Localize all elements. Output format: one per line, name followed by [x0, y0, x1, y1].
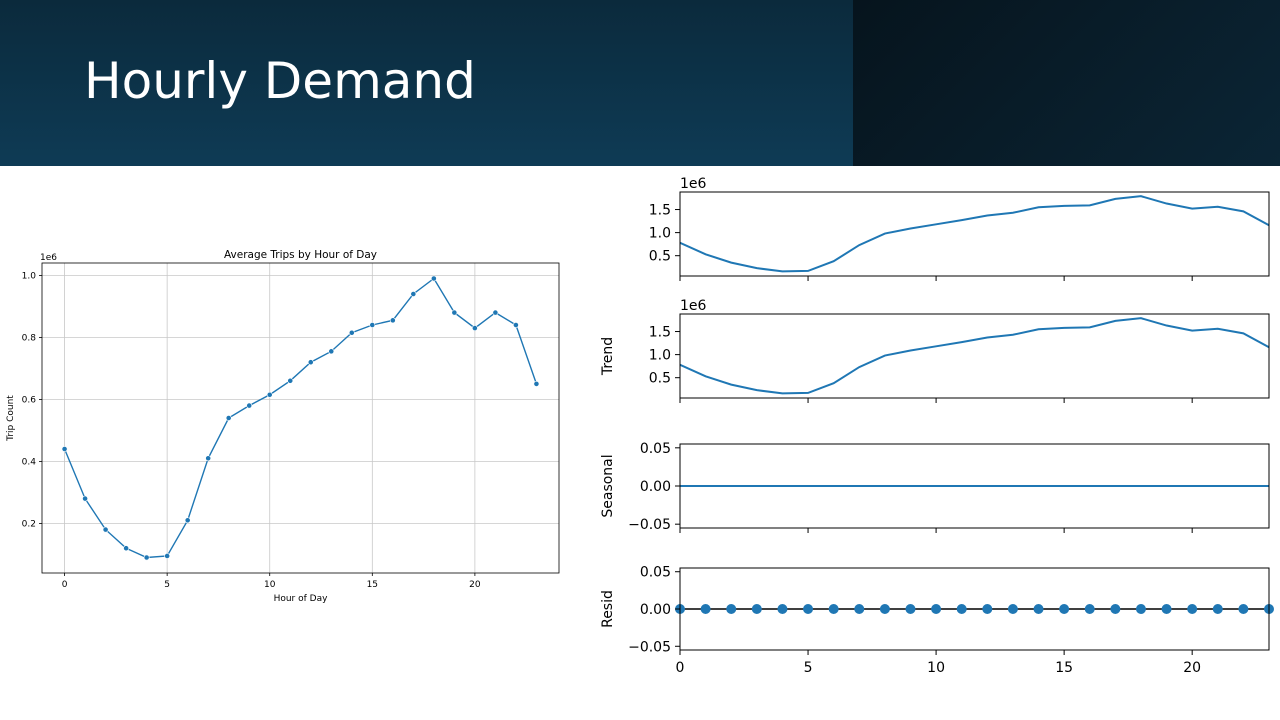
resid-point — [828, 604, 839, 614]
trend-panel: 0.5 1.0 1.5 1e6 Trend — [600, 298, 1270, 403]
resid-point — [751, 604, 762, 614]
trip-count-line — [63, 277, 538, 559]
x-tick-label: 0 — [62, 580, 68, 590]
resid-point — [803, 604, 814, 614]
resid-point — [777, 604, 788, 614]
resid-point — [726, 604, 737, 614]
trip-count-point — [266, 391, 273, 398]
trip-count-point — [225, 415, 232, 421]
trip-count-point — [61, 446, 68, 452]
y-tick-label: 0.4 — [22, 457, 37, 467]
y-tick-label: 0.00 — [640, 602, 671, 618]
y-tick-label: 1.5 — [649, 203, 671, 219]
x-tick-label: 10 — [264, 580, 276, 590]
trip-count-point — [451, 309, 458, 316]
trip-count-point — [471, 325, 478, 331]
y-tick-label: −0.05 — [628, 639, 671, 655]
y-axis-label: Resid — [600, 590, 616, 628]
x-tick-label: 0 — [676, 660, 685, 676]
resid-point — [956, 604, 967, 614]
resid-point — [982, 604, 993, 614]
y-tick-label: 0.05 — [640, 441, 671, 457]
trip-count-point — [533, 380, 540, 387]
x-tick-label: 5 — [164, 580, 170, 590]
y-tick-label: 0.5 — [649, 371, 671, 387]
resid-point — [1187, 604, 1198, 614]
x-tick-label: 15 — [367, 580, 378, 590]
resid-point — [1033, 604, 1044, 614]
trip-count-point — [430, 275, 437, 282]
axes-frame — [679, 313, 1270, 399]
resid-point — [854, 604, 865, 614]
resid-point — [1007, 604, 1018, 614]
y-axis-label: Trend — [600, 337, 616, 376]
trip-count-point — [369, 322, 376, 328]
y-tick-label: 1.5 — [649, 325, 671, 341]
y-tick-label: 0.8 — [22, 333, 37, 343]
series-line — [680, 195, 1270, 273]
y-offset-label: 1e6 — [40, 253, 57, 263]
series-line — [680, 317, 1270, 395]
resid-point — [1084, 604, 1095, 614]
y-tick-label: 1.0 — [22, 271, 37, 281]
slide-title: Hourly Demand — [84, 52, 476, 110]
trip-count-point — [102, 526, 109, 533]
y-axis-label: Trip Count — [6, 395, 16, 442]
resid-point — [1212, 604, 1223, 614]
resid-point — [879, 604, 890, 614]
trip-count-point — [246, 402, 253, 409]
y-tick-label: 1.0 — [649, 226, 671, 242]
x-tick-label: 10 — [927, 660, 945, 676]
x-tick-label: 5 — [804, 660, 813, 676]
trip-count-point — [82, 495, 88, 502]
trip-count-point — [410, 291, 417, 297]
average-trips-chart: 0 5 10 15 20 0.2 0.4 0.6 0.8 1.0 Average Trips by … — [6, 249, 560, 604]
trip-count-point — [164, 553, 171, 559]
seasonal-panel: −0.05 0.00 0.05 Seasonal — [600, 441, 1270, 533]
y-tick-label: −0.05 — [628, 517, 671, 533]
resid-point — [1161, 604, 1172, 614]
resid-point — [700, 604, 711, 614]
x-axis-label: Hour of Day — [274, 594, 329, 604]
trip-count-point — [184, 517, 191, 524]
trip-count-point — [307, 359, 314, 366]
axes-frame — [41, 262, 560, 574]
resid-point — [931, 604, 942, 614]
chart-title: Average Trips by Hour of Day — [224, 249, 377, 261]
trip-count-point — [513, 322, 519, 328]
y-tick-label: 1.0 — [649, 348, 671, 364]
y-tick-label: 0.5 — [649, 249, 671, 265]
resid-point — [1059, 604, 1070, 614]
y-offset-label: 1e6 — [680, 298, 707, 314]
x-tick-label: 15 — [1055, 660, 1073, 676]
y-tick-label: 0.2 — [22, 519, 36, 529]
y-tick-label: 0.6 — [22, 395, 37, 405]
y-offset-label: 1e6 — [680, 176, 707, 192]
resid-point — [905, 604, 916, 614]
trip-count-point — [123, 545, 130, 552]
trip-count-point — [328, 348, 335, 355]
trip-count-point — [205, 455, 212, 462]
trip-count-point — [143, 554, 150, 561]
header-dark-panel — [853, 0, 1280, 166]
trip-count-point — [492, 309, 499, 316]
resid-point — [1135, 604, 1146, 614]
x-tick-label: 20 — [1183, 660, 1201, 676]
resid-point — [1110, 604, 1121, 614]
axes-frame — [679, 191, 1270, 277]
y-axis-label: Seasonal — [600, 454, 616, 517]
observed-panel: 0.5 1.0 1.5 1e6 — [649, 176, 1270, 281]
y-tick-label: 0.05 — [640, 565, 671, 581]
trip-count-point — [287, 377, 294, 384]
trip-count-point — [389, 317, 396, 324]
resid-panel: 0 5 10 15 20 −0.05 0.00 0.05 Resid — [600, 565, 1274, 676]
x-tick-label: 20 — [469, 580, 481, 590]
trip-count-point — [348, 329, 355, 336]
slide-header: Hourly Demand — [0, 0, 1280, 166]
resid-point — [1238, 604, 1249, 614]
y-tick-label: 0.00 — [640, 479, 671, 495]
